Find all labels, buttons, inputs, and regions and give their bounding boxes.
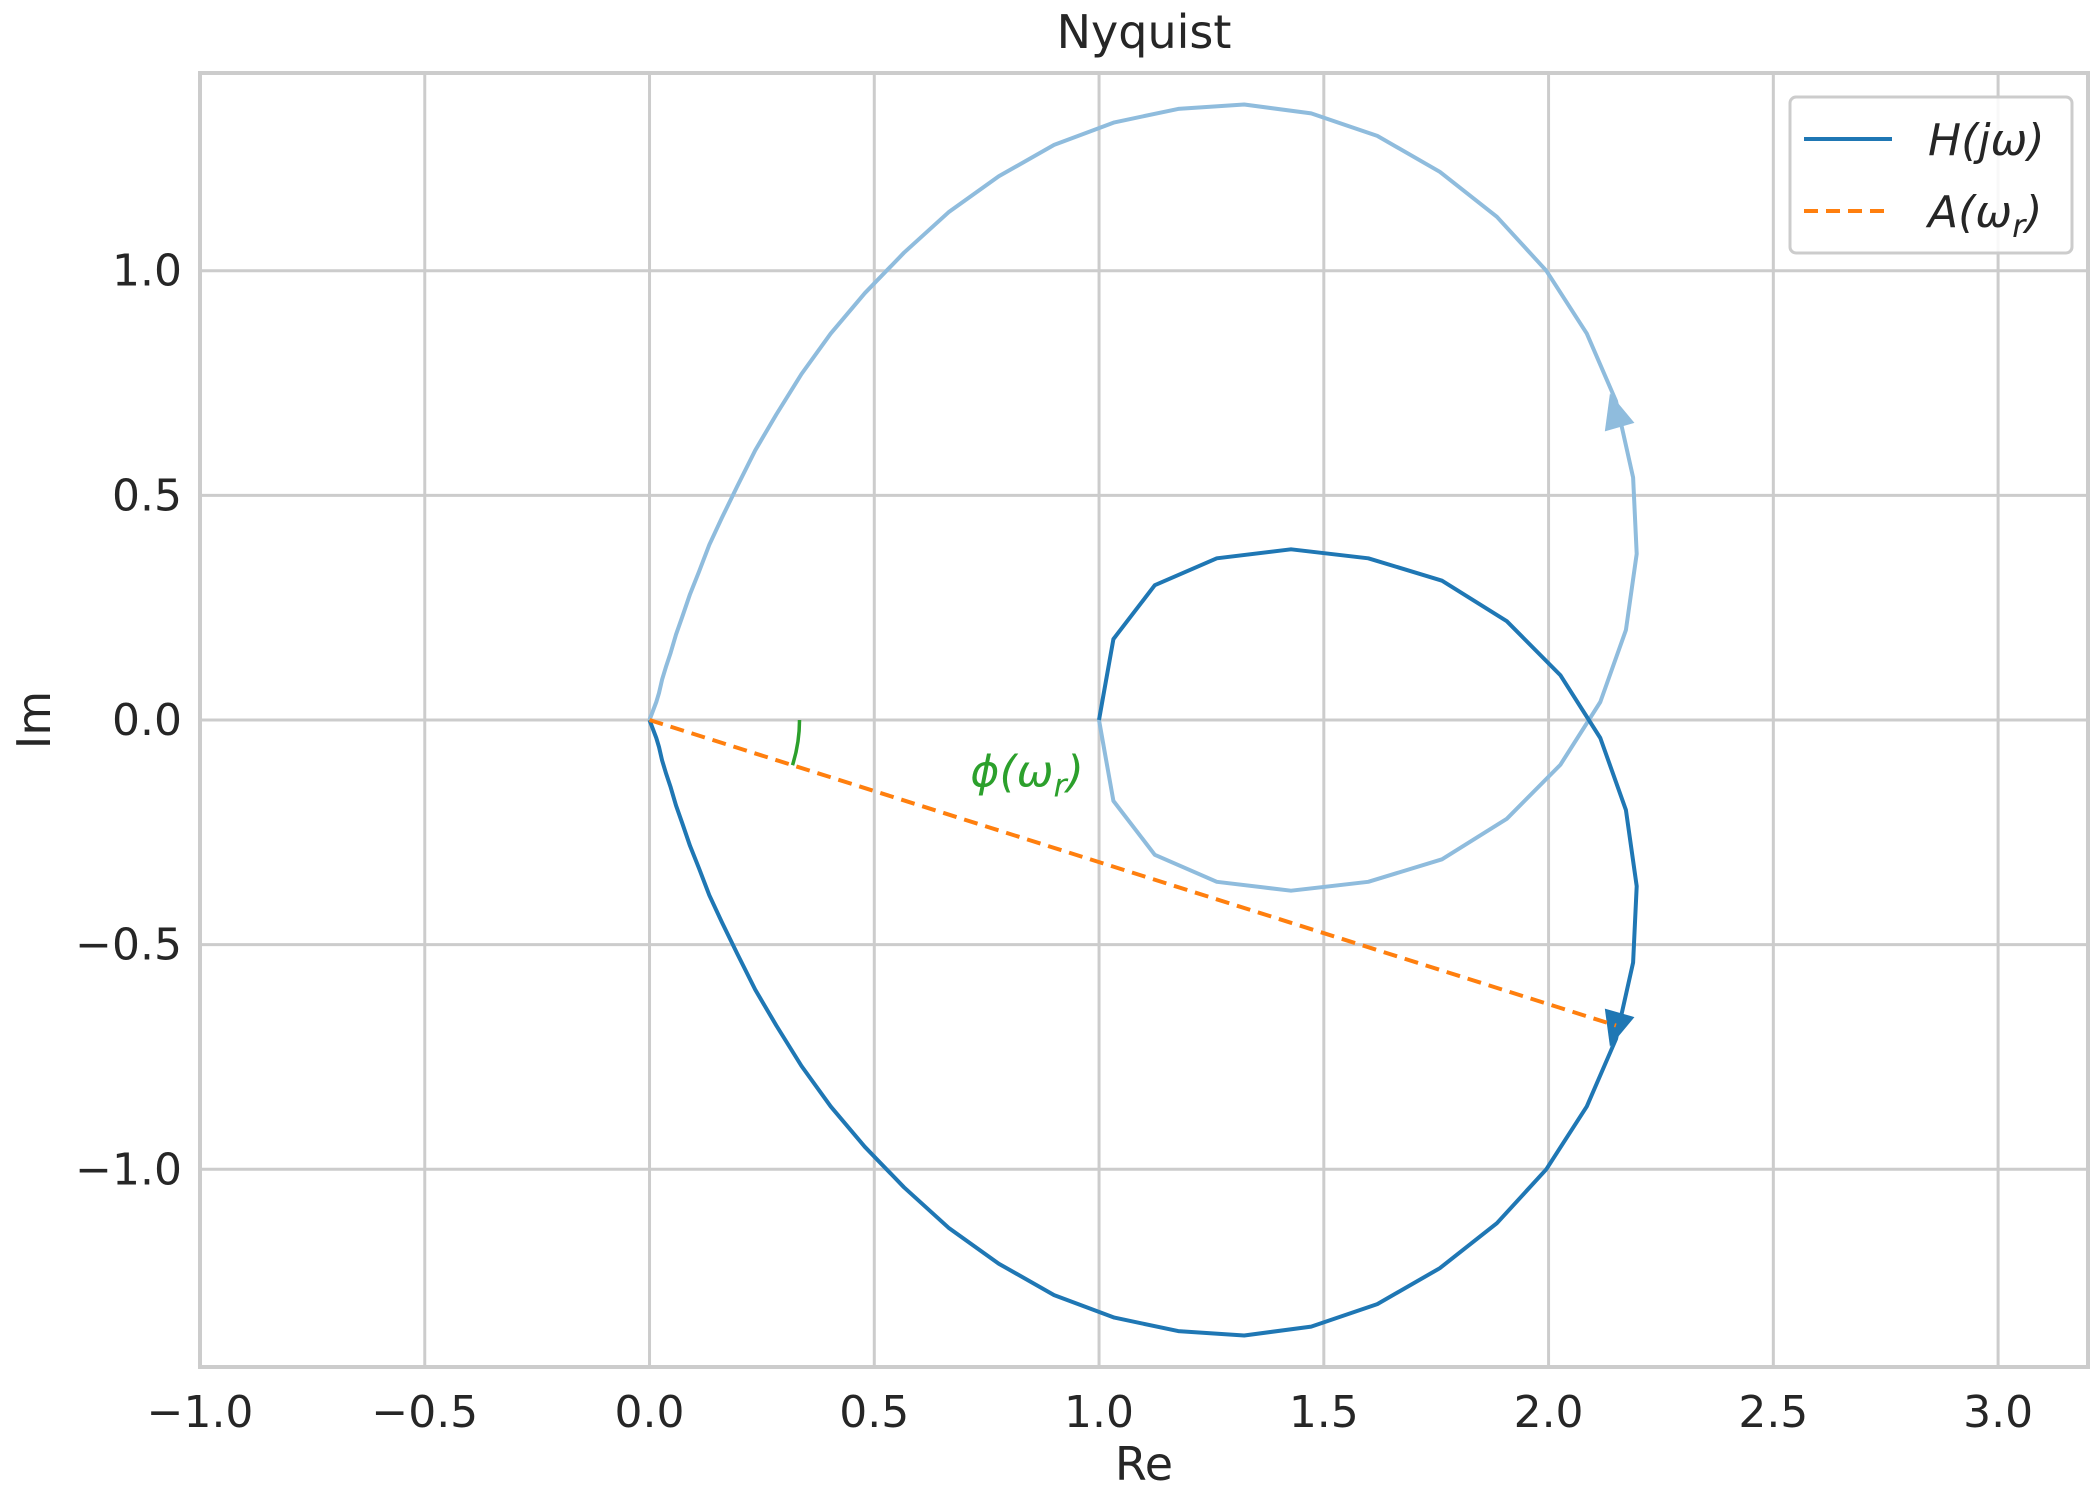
grid [198,73,2088,1367]
y-axis-label: Im [7,691,61,749]
h-jw-curve-line [647,547,1639,1338]
x-tick-label: 1.5 [1289,1387,1359,1438]
a-wr-dashed-line [648,718,1617,1028]
tick-labels: −1.0 −0.5 0.0 0.5 1.0 1.5 2.0 2.5 3.0 −1.0 −0.5 0.0… [75,246,2033,1438]
legend-box [1788,95,2074,255]
x-axis-label: Re [1115,1437,1173,1491]
x-tick-label: 1.0 [1064,1387,1134,1438]
x-tick-label: 3.0 [1963,1387,2033,1438]
legend-label: A(ωr) [1925,187,2042,245]
x-tick-label: 2.5 [1738,1387,1808,1438]
annotations: ϕ(ωr) [970,746,1083,804]
y-tick-label: 1.0 [112,246,182,297]
mirror-curve-line [647,102,1639,893]
h-jw-direction-arrow [1604,1008,1635,1047]
x-tick-label: 0.0 [615,1387,685,1438]
chart-title: Nyquist [1057,5,1232,59]
y-tick-label: −1.0 [75,1144,182,1195]
y-tick-label: −0.5 [75,920,182,971]
y-tick-label: 0.0 [112,695,182,746]
plot-frame [198,71,2090,1369]
y-tick-label: 0.5 [112,470,182,521]
legend-label: H(jω) [1928,115,2045,166]
x-tick-label: −0.5 [371,1387,478,1438]
x-tick-label: 2.0 [1514,1387,1584,1438]
x-tick-label: 0.5 [839,1387,909,1438]
plot-series [647,102,1639,1338]
x-tick-label: −1.0 [147,1387,254,1438]
mirror-direction-arrow [1604,393,1635,432]
legend: H(jω) A(ωr) [1788,95,2074,255]
phase-annotation: ϕ(ωr) [970,746,1083,804]
phase-angle-arc [790,719,802,766]
